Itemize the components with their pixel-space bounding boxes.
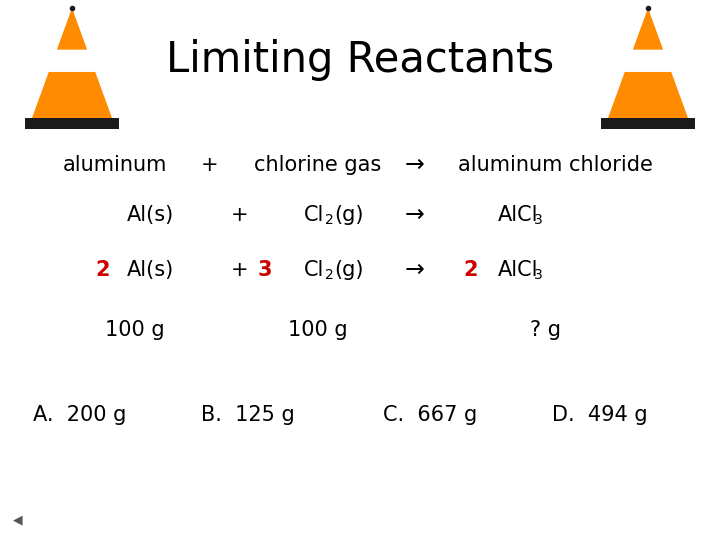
- Text: aluminum: aluminum: [63, 155, 167, 175]
- Text: AlCl: AlCl: [498, 260, 539, 280]
- Text: D.  494 g: D. 494 g: [552, 405, 648, 425]
- Text: ? g: ? g: [529, 320, 560, 340]
- Text: 2: 2: [325, 268, 334, 282]
- Text: aluminum chloride: aluminum chloride: [458, 155, 652, 175]
- Polygon shape: [600, 118, 696, 129]
- Text: Cl: Cl: [304, 205, 325, 225]
- Text: Cl: Cl: [304, 260, 325, 280]
- Text: C.  667 g: C. 667 g: [383, 405, 477, 425]
- Text: 100 g: 100 g: [105, 320, 165, 340]
- Text: 2: 2: [96, 260, 110, 280]
- Text: B.  125 g: B. 125 g: [201, 405, 295, 425]
- Text: 100 g: 100 g: [288, 320, 348, 340]
- Text: chlorine gas: chlorine gas: [254, 155, 382, 175]
- Text: 3: 3: [258, 260, 272, 280]
- Polygon shape: [24, 118, 120, 129]
- Text: ◀: ◀: [13, 514, 23, 526]
- Text: →: →: [405, 153, 425, 177]
- Text: A.  200 g: A. 200 g: [33, 405, 127, 425]
- Polygon shape: [633, 8, 663, 50]
- Polygon shape: [49, 50, 95, 72]
- Text: 3: 3: [534, 213, 543, 227]
- Polygon shape: [32, 72, 112, 118]
- Text: (g): (g): [334, 260, 364, 280]
- Text: Al(s): Al(s): [127, 260, 174, 280]
- Text: →: →: [405, 258, 425, 282]
- Polygon shape: [57, 8, 87, 50]
- Text: 2: 2: [464, 260, 478, 280]
- Text: +: +: [231, 260, 249, 280]
- Polygon shape: [625, 50, 671, 72]
- Text: (g): (g): [334, 205, 364, 225]
- Text: →: →: [405, 203, 425, 227]
- Text: +: +: [231, 205, 249, 225]
- Polygon shape: [608, 72, 688, 118]
- Text: AlCl: AlCl: [498, 205, 539, 225]
- Text: 2: 2: [325, 213, 334, 227]
- Text: +: +: [201, 155, 219, 175]
- Text: Limiting Reactants: Limiting Reactants: [166, 39, 554, 81]
- Text: 3: 3: [534, 268, 543, 282]
- Text: Al(s): Al(s): [127, 205, 174, 225]
